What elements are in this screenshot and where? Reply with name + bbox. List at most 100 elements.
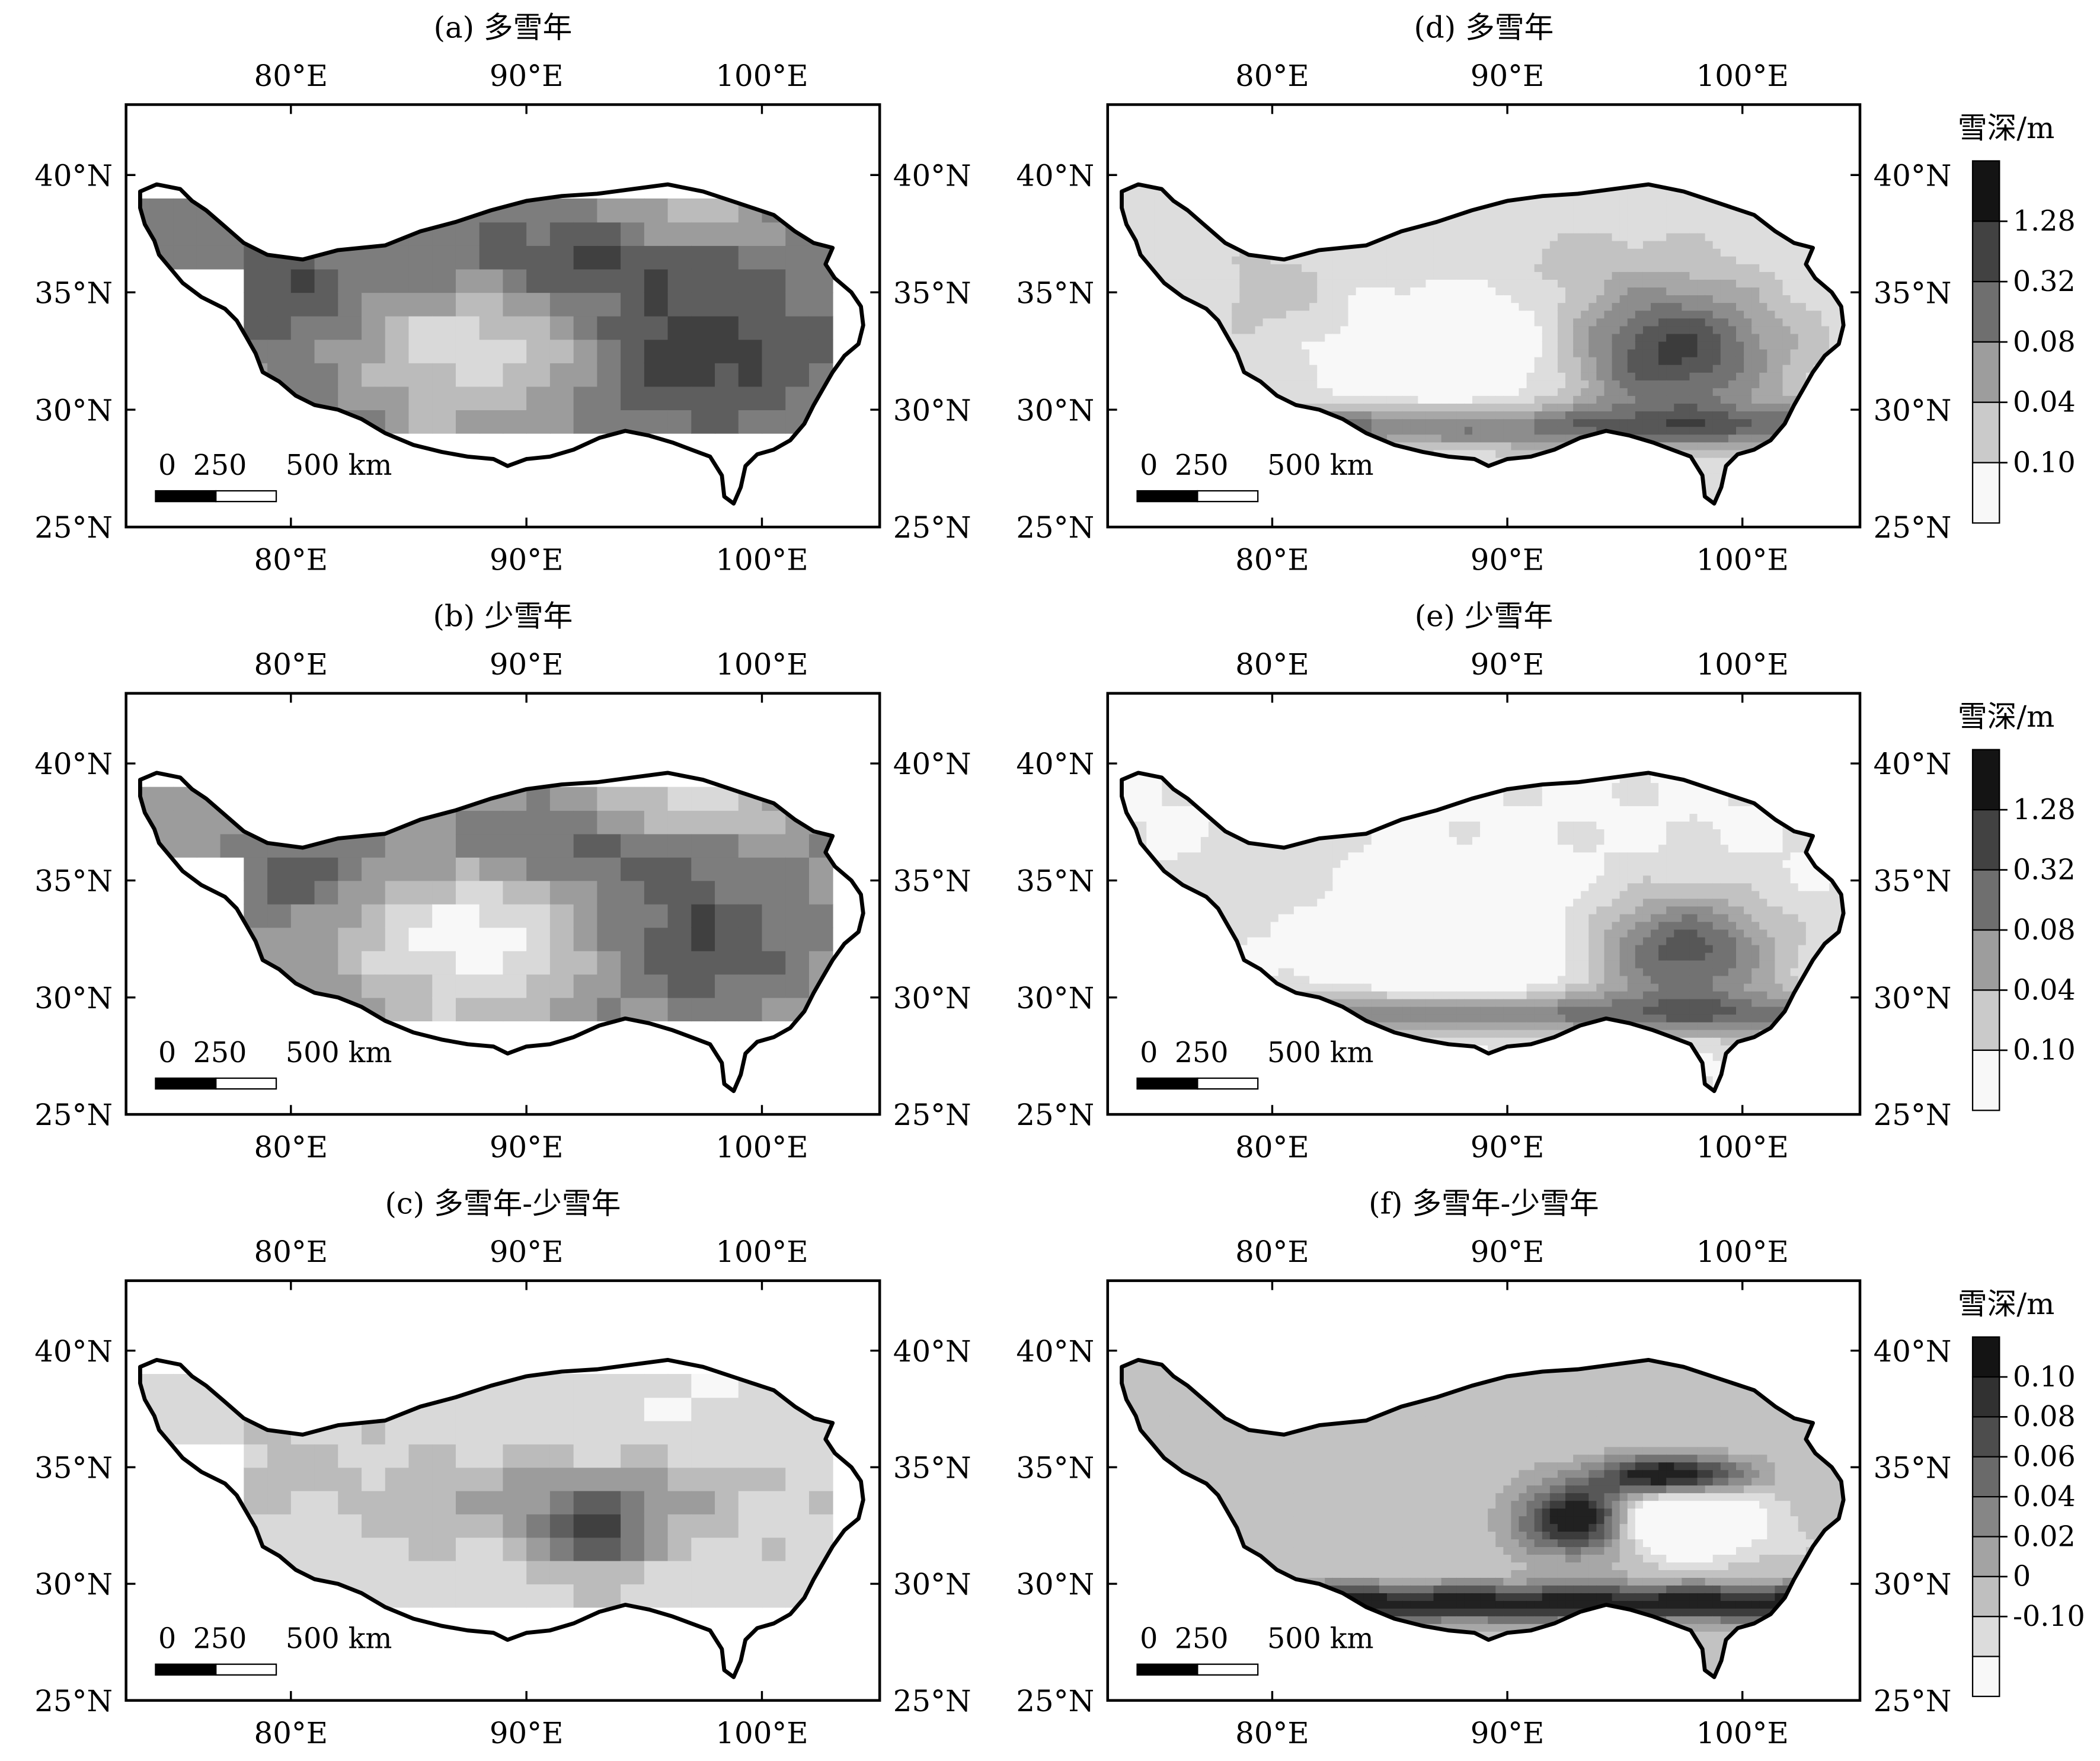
colorbar-segment (1973, 282, 1999, 342)
lon-tick-label-top: 80°E (1235, 1235, 1309, 1269)
lon-tick-label-top: 100°E (1696, 647, 1789, 682)
lon-tick-label-top: 80°E (254, 59, 328, 93)
colorbar-segment (1973, 1337, 1999, 1377)
colorbar-label: 0.32 (2013, 854, 2076, 886)
lon-tick-label-top: 100°E (715, 59, 808, 93)
lon-tick-label-top: 90°E (1471, 647, 1545, 682)
scale-bar-black (155, 491, 216, 501)
colorbar-segment (1973, 1457, 1999, 1497)
lat-tick-label-left: 25°N (1016, 1098, 1094, 1132)
colorbar-segment (1973, 810, 1999, 870)
scale-bar-label: 0 (158, 1037, 176, 1069)
lat-tick-label-left: 35°N (34, 276, 113, 310)
scale-bar-black (1137, 1078, 1198, 1089)
scale-bar-label: 250 (1175, 449, 1229, 482)
colorbar-segment (1973, 1657, 1999, 1696)
lat-tick-label-left: 40°N (1016, 1334, 1094, 1369)
lat-tick-label-right: 25°N (1874, 1098, 1952, 1132)
lat-tick-label-left: 30°N (1016, 1567, 1094, 1602)
colorbar-segment (1973, 402, 1999, 463)
scale-bar-label: 250 (193, 449, 247, 482)
colorbar-label: 0.10 (2013, 446, 2076, 479)
colorbar-label: -0.10 (2013, 1600, 2085, 1633)
colorbar-label: 0.08 (2013, 914, 2076, 947)
colorbar-label: 0.06 (2013, 1441, 2076, 1474)
lon-tick-label-bottom: 90°E (1471, 1130, 1545, 1164)
lat-tick-label-left: 40°N (1016, 747, 1094, 781)
lat-tick-label-left: 30°N (34, 981, 113, 1015)
lon-tick-label-bottom: 100°E (1696, 1130, 1789, 1164)
scale-bar-label: 0 (158, 1623, 176, 1655)
lat-tick-label-left: 25°N (34, 1098, 113, 1132)
scale-bar-black (1137, 1664, 1198, 1675)
lon-tick-label-bottom: 90°E (1471, 543, 1545, 577)
lat-tick-label-left: 30°N (34, 1567, 113, 1602)
lon-tick-label-bottom: 80°E (254, 1130, 328, 1164)
lat-tick-label-right: 40°N (1874, 747, 1952, 781)
colorbar-segment (1973, 990, 1999, 1050)
lat-tick-label-left: 25°N (34, 1684, 113, 1718)
panel-title-f: (f) 多雪年-少雪年 (1369, 1187, 1599, 1221)
scale-bar-a: 0 250 500 km (155, 449, 392, 501)
lat-tick-label-left: 30°N (1016, 981, 1094, 1015)
lat-tick-label-right: 40°N (893, 1334, 971, 1369)
lon-tick-label-top: 100°E (1696, 59, 1789, 93)
colorbar-segment (1973, 1377, 1999, 1417)
colorbar-segment (1973, 1616, 1999, 1656)
lon-tick-label-top: 80°E (254, 647, 328, 682)
lon-tick-label-bottom: 90°E (490, 1130, 564, 1164)
lon-tick-label-top: 90°E (490, 59, 564, 93)
lat-tick-label-left: 35°N (1016, 864, 1094, 899)
panel-title-e: (e) 少雪年 (1415, 599, 1553, 634)
scale-bar-white (216, 1664, 276, 1675)
scale-bar-white (1197, 491, 1258, 501)
scale-bar-label: 500 km (1267, 449, 1374, 482)
lat-tick-label-right: 40°N (893, 158, 971, 193)
lon-tick-label-top: 80°E (254, 1235, 328, 1269)
lat-tick-label-right: 40°N (893, 747, 971, 781)
lat-tick-label-right: 25°N (893, 510, 971, 545)
colorbar-label: 0.04 (2013, 386, 2076, 419)
scale-bar-label: 500 km (286, 449, 392, 482)
colorbar-label: 0.10 (2013, 1361, 2076, 1394)
colorbar-title: 雪深/m (1958, 1287, 2055, 1321)
scale-bar-white (1197, 1664, 1258, 1675)
lon-tick-label-bottom: 80°E (1235, 1130, 1309, 1164)
lon-tick-label-bottom: 100°E (1696, 1716, 1789, 1750)
lat-tick-label-right: 25°N (893, 1684, 971, 1718)
lon-tick-label-bottom: 80°E (254, 1716, 328, 1750)
scale-bar-label: 0 (158, 449, 176, 482)
panel-title-c: (c) 多雪年-少雪年 (385, 1187, 621, 1221)
colorbar-label: 1.28 (2013, 205, 2076, 238)
scale-bar-label: 0 (1140, 1623, 1158, 1655)
lon-tick-label-top: 100°E (715, 1235, 808, 1269)
lat-tick-label-right: 25°N (1874, 1684, 1952, 1718)
lon-tick-label-top: 100°E (1696, 1235, 1789, 1269)
colorbar-segment (1973, 930, 1999, 990)
lat-tick-label-left: 40°N (34, 747, 113, 781)
colorbar-title: 雪深/m (1958, 111, 2055, 145)
scale-bar-label: 500 km (286, 1037, 392, 1069)
lat-tick-label-left: 40°N (34, 158, 113, 193)
lon-tick-label-top: 80°E (1235, 59, 1309, 93)
colorbar-segment (1973, 1537, 1999, 1577)
scale-bar-label: 250 (193, 1623, 247, 1655)
lat-tick-label-left: 35°N (1016, 276, 1094, 310)
lon-tick-label-bottom: 100°E (715, 543, 808, 577)
lon-tick-label-bottom: 90°E (490, 1716, 564, 1750)
lat-tick-label-right: 30°N (1874, 393, 1952, 427)
scale-bar-white (216, 1078, 276, 1089)
colorbar-label: 0.04 (2013, 974, 2076, 1006)
lat-tick-label-right: 35°N (893, 864, 971, 899)
lon-tick-label-top: 90°E (1471, 59, 1545, 93)
colorbar-label: 0.08 (2013, 1401, 2076, 1433)
colorbar-e: 雪深/m1.280.320.080.040.10 (1958, 699, 2076, 1110)
